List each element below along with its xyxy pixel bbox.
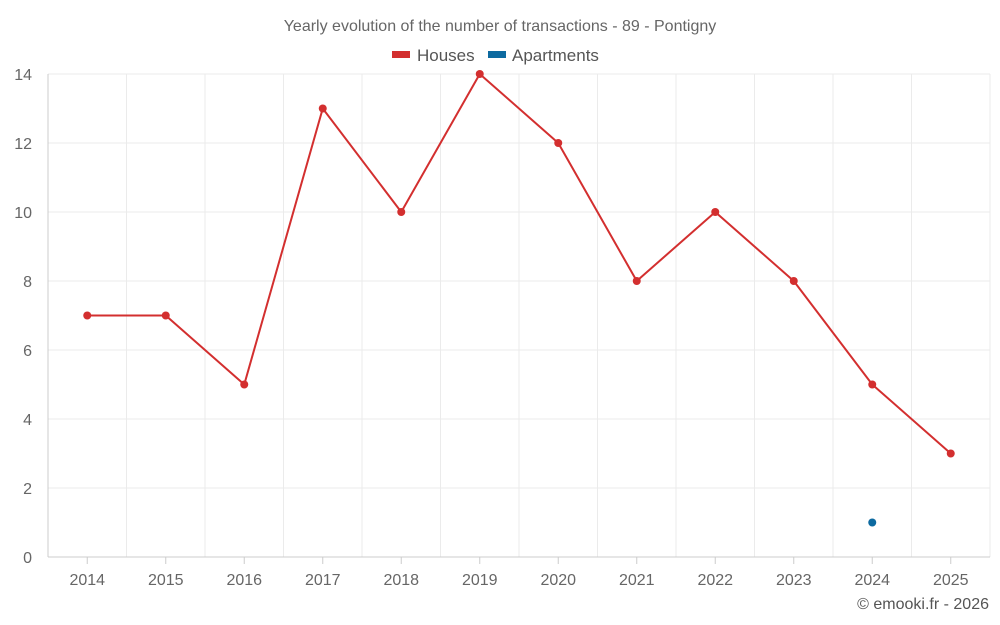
x-tick-label: 2017 bbox=[305, 572, 341, 589]
data-point-houses[interactable] bbox=[711, 208, 720, 216]
data-point-houses[interactable] bbox=[946, 449, 955, 458]
data-point-houses[interactable] bbox=[397, 208, 406, 216]
series bbox=[83, 70, 955, 527]
gridlines bbox=[48, 73, 991, 557]
x-tick-label: 2024 bbox=[854, 572, 890, 589]
data-point-houses[interactable] bbox=[318, 104, 327, 113]
data-point-houses[interactable] bbox=[83, 311, 92, 320]
x-tick-label: 2015 bbox=[148, 572, 184, 589]
y-tick-label: 14 bbox=[14, 67, 32, 84]
x-tick-label: 2018 bbox=[383, 572, 419, 589]
y-tick-label: 6 bbox=[23, 343, 32, 360]
x-tick-label: 2021 bbox=[619, 572, 655, 589]
data-point-houses[interactable] bbox=[632, 277, 641, 285]
y-tick-label: 0 bbox=[23, 550, 32, 567]
data-point-apartments[interactable] bbox=[868, 518, 877, 527]
data-point-houses[interactable] bbox=[789, 277, 798, 285]
legend[interactable]: Houses Apartments bbox=[392, 46, 599, 65]
y-tick-label: 10 bbox=[14, 205, 32, 222]
legend-item-houses[interactable]: Houses bbox=[392, 46, 475, 65]
legend-label-houses: Houses bbox=[417, 46, 475, 65]
y-tick-label: 2 bbox=[23, 481, 32, 498]
legend-label-apartments: Apartments bbox=[512, 46, 599, 65]
credit-text: © emooki.fr - 2026 bbox=[857, 596, 989, 613]
legend-swatch-houses bbox=[392, 51, 410, 58]
x-tick-label: 2023 bbox=[776, 572, 812, 589]
legend-item-apartments[interactable]: Apartments bbox=[488, 46, 599, 65]
data-point-houses[interactable] bbox=[475, 70, 484, 78]
data-point-houses[interactable] bbox=[554, 139, 563, 147]
x-tick-label: 2020 bbox=[540, 572, 576, 589]
data-point-houses[interactable] bbox=[161, 311, 170, 320]
x-axis-ticks: 2014 2015 2016 2017 2018 2019 2020 2021 2022 2023… bbox=[69, 557, 969, 589]
x-tick-label: 2022 bbox=[697, 572, 733, 589]
x-tick-label: 2014 bbox=[69, 572, 105, 589]
legend-swatch-apartments bbox=[488, 51, 506, 58]
y-tick-label: 12 bbox=[14, 136, 32, 153]
y-tick-label: 4 bbox=[23, 412, 32, 429]
y-tick-label: 8 bbox=[23, 274, 32, 291]
x-tick-label: 2016 bbox=[226, 572, 262, 589]
series-line-houses bbox=[87, 73, 952, 455]
data-point-houses[interactable] bbox=[240, 380, 249, 389]
y-axis-ticks: 0 2 4 6 8 10 12 14 bbox=[14, 67, 32, 567]
x-tick-label: 2019 bbox=[462, 572, 498, 589]
axes bbox=[47, 74, 990, 558]
data-point-houses[interactable] bbox=[868, 380, 877, 389]
x-tick-label: 2025 bbox=[933, 572, 969, 589]
chart-title: Yearly evolution of the number of transa… bbox=[284, 18, 717, 35]
